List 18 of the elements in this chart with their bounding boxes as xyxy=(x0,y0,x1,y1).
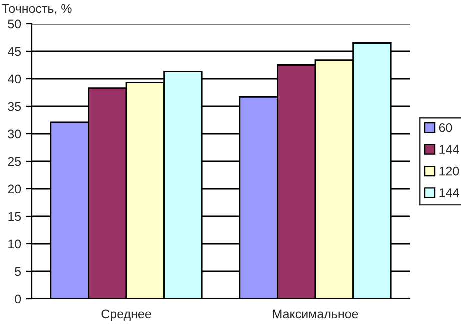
x-tick-label: Максимальное xyxy=(273,310,358,319)
y-tick-label: 25 xyxy=(8,157,22,166)
y-tick-label: 20 xyxy=(8,184,22,194)
legend-label: 120 xyxy=(440,166,460,176)
y-tick-label: 45 xyxy=(8,47,22,56)
legend-label: 144 xyxy=(440,145,460,154)
y-tick-label: 50 xyxy=(8,20,22,29)
x-tick-label: Среднее xyxy=(102,310,152,322)
y-tick-label: 5 xyxy=(15,267,22,276)
y-tick-label: 35 xyxy=(8,102,22,112)
y-tick-label: 0 xyxy=(15,294,22,304)
y-tick-label: 40 xyxy=(8,74,22,84)
y-tick-label: 15 xyxy=(8,212,22,222)
y-tick-label: 10 xyxy=(8,240,22,249)
y-tick-label: 30 xyxy=(8,130,22,139)
legend-label: 60 xyxy=(439,123,452,132)
y-axis-title: Точность, % xyxy=(2,4,72,15)
legend-label: 144 xyxy=(440,188,460,198)
